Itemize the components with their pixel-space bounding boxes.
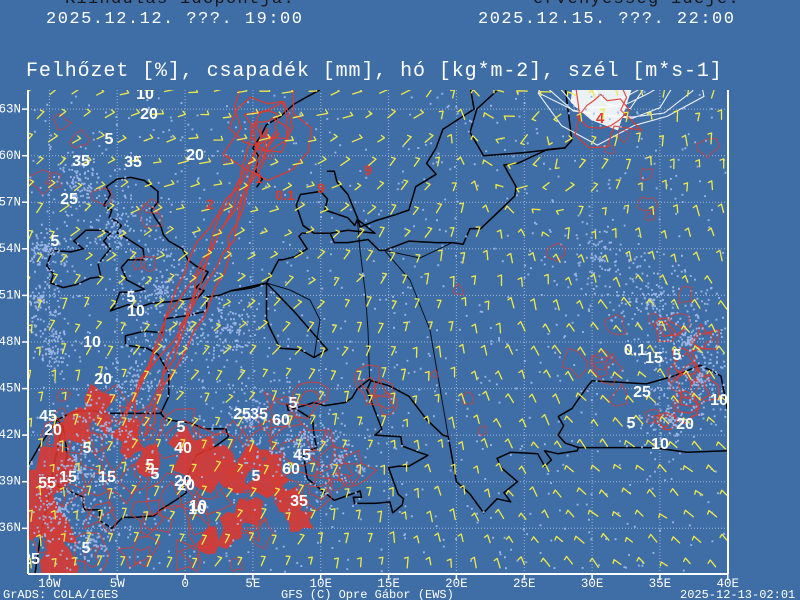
svg-text:30E: 30E xyxy=(581,577,604,591)
svg-text:2025-12-13-02:01: 2025-12-13-02:01 xyxy=(680,588,795,600)
svg-text:25: 25 xyxy=(633,384,651,401)
svg-text:15: 15 xyxy=(98,469,116,486)
svg-text:5: 5 xyxy=(51,233,60,250)
svg-text:36N: 36N xyxy=(0,521,21,535)
svg-text:5: 5 xyxy=(627,415,636,432)
svg-text:20: 20 xyxy=(676,416,694,433)
svg-text:2: 2 xyxy=(206,196,214,212)
svg-text:GrADS: COLA/IGES: GrADS: COLA/IGES xyxy=(3,588,118,600)
svg-text:10: 10 xyxy=(651,436,669,453)
svg-text:25E: 25E xyxy=(513,577,536,591)
svg-text:60: 60 xyxy=(282,461,300,478)
svg-text:63N: 63N xyxy=(0,103,21,117)
svg-text:5: 5 xyxy=(177,419,186,436)
svg-text:5E: 5E xyxy=(245,577,260,591)
svg-text:0.1: 0.1 xyxy=(624,342,646,359)
svg-text:51N: 51N xyxy=(0,289,21,303)
svg-text:20: 20 xyxy=(94,371,112,388)
svg-text:60N: 60N xyxy=(0,149,21,163)
svg-text:5: 5 xyxy=(82,540,91,557)
svg-text:57N: 57N xyxy=(0,196,21,210)
svg-text:10: 10 xyxy=(127,303,145,320)
svg-text:35: 35 xyxy=(250,406,268,423)
svg-text:5: 5 xyxy=(146,457,155,474)
svg-text:5: 5 xyxy=(252,468,261,485)
svg-text:GFS (C) Opre Gábor (EWS): GFS (C) Opre Gábor (EWS) xyxy=(281,588,454,600)
svg-text:42N: 42N xyxy=(0,428,21,442)
svg-text:25: 25 xyxy=(233,406,251,423)
svg-text:25: 25 xyxy=(22,551,40,568)
svg-text:40: 40 xyxy=(174,440,192,457)
svg-text:5: 5 xyxy=(673,347,682,364)
svg-text:20: 20 xyxy=(186,147,204,164)
svg-text:10: 10 xyxy=(189,498,207,515)
svg-text:5: 5 xyxy=(83,440,92,457)
svg-text:10: 10 xyxy=(83,334,101,351)
svg-text:10: 10 xyxy=(136,86,154,103)
svg-text:9: 9 xyxy=(364,162,372,178)
svg-text:35: 35 xyxy=(290,493,308,510)
svg-text:5: 5 xyxy=(105,131,114,148)
svg-text:35E: 35E xyxy=(649,577,672,591)
svg-text:39N: 39N xyxy=(0,475,21,489)
svg-text:20: 20 xyxy=(140,106,158,123)
svg-text:60: 60 xyxy=(272,412,290,429)
svg-text:15: 15 xyxy=(59,469,77,486)
svg-text:45N: 45N xyxy=(0,382,21,396)
svg-text:20: 20 xyxy=(174,473,192,490)
svg-text:25: 25 xyxy=(60,191,78,208)
svg-text:48N: 48N xyxy=(0,335,21,349)
svg-text:0.1: 0.1 xyxy=(275,187,295,203)
svg-text:0: 0 xyxy=(181,577,189,591)
svg-text:20: 20 xyxy=(44,422,62,439)
svg-text:55: 55 xyxy=(38,475,56,492)
svg-text:1: 1 xyxy=(255,170,263,186)
svg-text:10: 10 xyxy=(710,392,728,409)
svg-text:35: 35 xyxy=(124,154,142,171)
svg-text:54N: 54N xyxy=(0,242,21,256)
svg-text:15: 15 xyxy=(645,350,663,367)
svg-text:5: 5 xyxy=(289,395,298,412)
svg-text:9: 9 xyxy=(317,180,325,196)
svg-text:35: 35 xyxy=(72,153,90,170)
